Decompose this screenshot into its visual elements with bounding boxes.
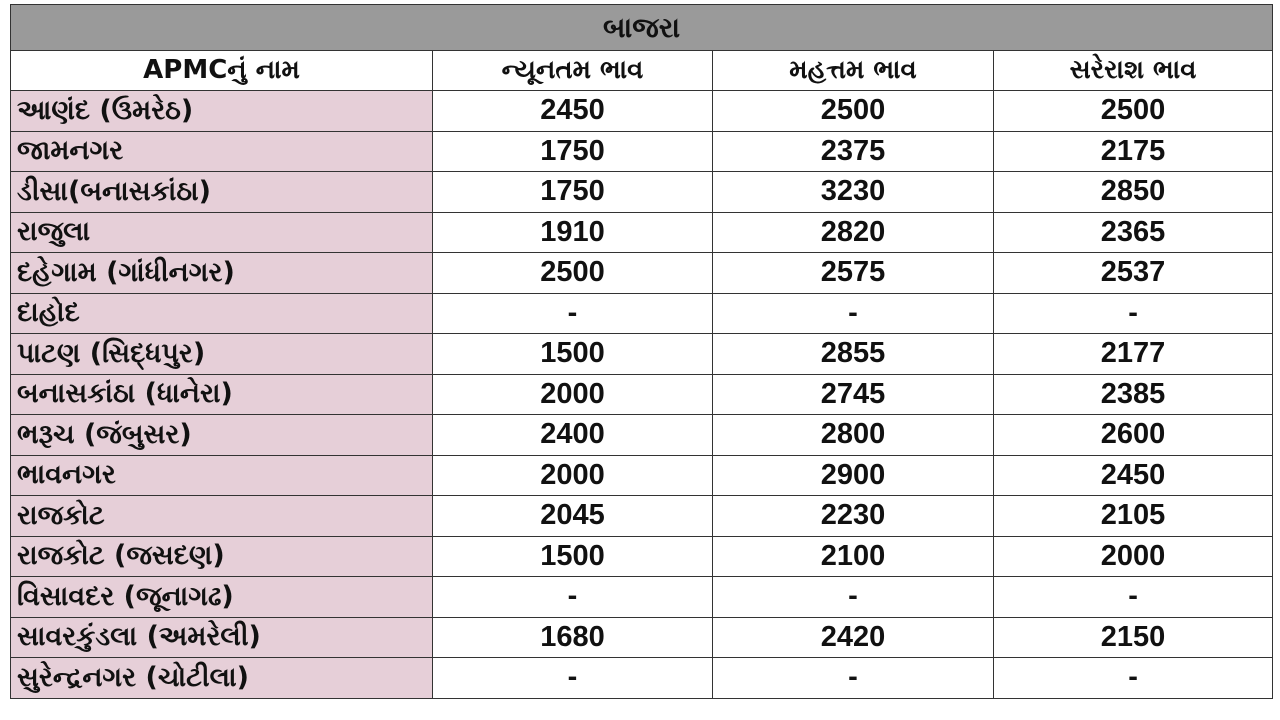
avg-price-cell: - xyxy=(992,576,1274,618)
min-price-cell: 2000 xyxy=(432,454,713,496)
max-price-cell: - xyxy=(712,292,994,334)
table-row: પાટણ (સિદ્ધપુર) 1500 2855 2177 xyxy=(10,333,1274,375)
table-row: દહેગામ (ગાંધીનગર) 2500 2575 2537 xyxy=(10,252,1274,294)
apmc-name-cell: ભરૂચ (જંબુસર) xyxy=(10,414,433,456)
avg-price-cell: 2500 xyxy=(992,90,1274,132)
min-price-cell: 1500 xyxy=(432,535,713,577)
min-price-cell: 1910 xyxy=(432,211,713,253)
max-price-cell: 2420 xyxy=(712,616,994,658)
min-price-cell: - xyxy=(432,292,713,334)
min-price-cell: - xyxy=(432,657,713,699)
apmc-name-cell: રાજકોટ (જસદણ) xyxy=(10,535,433,577)
avg-price-cell: 2150 xyxy=(992,616,1274,658)
table-row: દાહોદ - - - xyxy=(10,292,1274,334)
min-price-cell: 1750 xyxy=(432,171,713,213)
avg-price-cell: - xyxy=(992,657,1274,699)
price-table: બાજરા APMCનું નામ ન્યૂનતમ ભાવ મહત્તમ ભાવ… xyxy=(9,4,1274,699)
avg-price-cell: 2537 xyxy=(992,252,1274,294)
table-row: ભરૂચ (જંબુસર) 2400 2800 2600 xyxy=(10,414,1274,456)
table-row: જામનગર 1750 2375 2175 xyxy=(10,130,1274,172)
avg-price-cell: 2177 xyxy=(992,333,1274,375)
min-price-cell: 2400 xyxy=(432,414,713,456)
apmc-name-cell: ભાવનગર xyxy=(10,454,433,496)
max-price-cell: 2800 xyxy=(712,414,994,456)
header-max-price: મહત્તમ ભાવ xyxy=(712,50,994,91)
table-row: સાવરકુંડલા (અમરેલી) 1680 2420 2150 xyxy=(10,616,1274,658)
avg-price-cell: 2105 xyxy=(992,495,1274,537)
table-row: રાજકોટ 2045 2230 2105 xyxy=(10,495,1274,537)
apmc-name-cell: આણંદ (ઉમરેઠ) xyxy=(10,90,433,132)
max-price-cell: 2820 xyxy=(712,211,994,253)
avg-price-cell: - xyxy=(992,292,1274,334)
apmc-name-cell: દાહોદ xyxy=(10,292,433,334)
apmc-name-cell: જામનગર xyxy=(10,130,433,172)
table-row: રાજકોટ (જસદણ) 1500 2100 2000 xyxy=(10,535,1274,577)
apmc-name-cell: વિસાવદર (જૂનાગઢ) xyxy=(10,576,433,618)
max-price-cell: 2575 xyxy=(712,252,994,294)
max-price-cell: - xyxy=(712,576,994,618)
max-price-cell: 2375 xyxy=(712,130,994,172)
avg-price-cell: 2385 xyxy=(992,373,1274,415)
avg-price-cell: 2000 xyxy=(992,535,1274,577)
apmc-name-cell: ડીસા(બનાસકાંઠા) xyxy=(10,171,433,213)
max-price-cell: 2500 xyxy=(712,90,994,132)
apmc-name-cell: રાજુલા xyxy=(10,211,433,253)
min-price-cell: 2000 xyxy=(432,373,713,415)
apmc-name-cell: પાટણ (સિદ્ધપુર) xyxy=(10,333,433,375)
apmc-name-cell: સુરેન્દ્રનગર (ચોટીલા) xyxy=(10,657,433,699)
apmc-name-cell: રાજકોટ xyxy=(10,495,433,537)
header-row: APMCનું નામ ન્યૂનતમ ભાવ મહત્તમ ભાવ સરેરા… xyxy=(10,50,1274,91)
min-price-cell: 1750 xyxy=(432,130,713,172)
min-price-cell: 1500 xyxy=(432,333,713,375)
avg-price-cell: 2365 xyxy=(992,211,1274,253)
table-row: ડીસા(બનાસકાંઠા) 1750 3230 2850 xyxy=(10,171,1274,213)
table-row: વિસાવદર (જૂનાગઢ) - - - xyxy=(10,576,1274,618)
table-row: આણંદ (ઉમરેઠ) 2450 2500 2500 xyxy=(10,90,1274,132)
header-apmc-name: APMCનું નામ xyxy=(10,50,433,91)
min-price-cell: - xyxy=(432,576,713,618)
header-avg-price: સરેરાશ ભાવ xyxy=(992,50,1274,91)
apmc-name-cell: બનાસકાંઠા (ધાનેરા) xyxy=(10,373,433,415)
max-price-cell: - xyxy=(712,657,994,699)
apmc-name-cell: સાવરકુંડલા (અમરેલી) xyxy=(10,616,433,658)
min-price-cell: 2045 xyxy=(432,495,713,537)
max-price-cell: 2100 xyxy=(712,535,994,577)
min-price-cell: 2450 xyxy=(432,90,713,132)
avg-price-cell: 2600 xyxy=(992,414,1274,456)
table-row: ભાવનગર 2000 2900 2450 xyxy=(10,454,1274,496)
max-price-cell: 2855 xyxy=(712,333,994,375)
apmc-name-cell: દહેગામ (ગાંધીનગર) xyxy=(10,252,433,294)
min-price-cell: 1680 xyxy=(432,616,713,658)
avg-price-cell: 2850 xyxy=(992,171,1274,213)
max-price-cell: 2745 xyxy=(712,373,994,415)
min-price-cell: 2500 xyxy=(432,252,713,294)
table-row: સુરેન્દ્રનગર (ચોટીલા) - - - xyxy=(10,657,1274,699)
max-price-cell: 2900 xyxy=(712,454,994,496)
header-min-price: ન્યૂનતમ ભાવ xyxy=(432,50,713,91)
avg-price-cell: 2175 xyxy=(992,130,1274,172)
avg-price-cell: 2450 xyxy=(992,454,1274,496)
table-title: બાજરા xyxy=(9,4,1274,51)
table-row: રાજુલા 1910 2820 2365 xyxy=(10,211,1274,253)
max-price-cell: 3230 xyxy=(712,171,994,213)
max-price-cell: 2230 xyxy=(712,495,994,537)
table-row: બનાસકાંઠા (ધાનેરા) 2000 2745 2385 xyxy=(10,373,1274,415)
